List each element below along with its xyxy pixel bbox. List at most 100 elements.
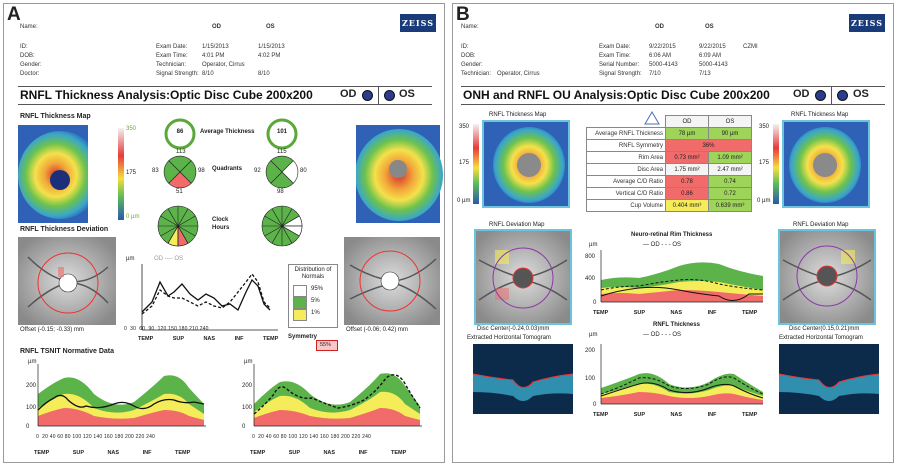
rim-y-0: 0 xyxy=(593,300,597,306)
tsnit-od-y-200: 200 xyxy=(26,383,37,389)
od-eye-icon xyxy=(815,90,826,101)
rim-y-400: 400 xyxy=(585,276,596,282)
rnfl-y-100: 100 xyxy=(585,376,596,382)
os-quadrant-nasal: 92 xyxy=(254,168,261,174)
os-quadrant-superior: 115 xyxy=(277,149,287,155)
od-average-thickness-circle xyxy=(164,118,196,150)
param-label: Vertical C/D Ratio xyxy=(586,187,666,200)
os-thickness-map xyxy=(782,120,870,208)
exam-date-label: Exam Date: xyxy=(599,44,631,50)
param-label: Disc Area xyxy=(586,163,666,176)
os-quadrant-temporal: 80 xyxy=(300,168,307,174)
parameters-table: OD OS Average RNFL Thickness 78 µm 90 µm… xyxy=(586,115,752,212)
report-title: RNFL Thickness Analysis:Optic Disc Cube … xyxy=(20,88,313,102)
rim-legend: — OD - - - OS xyxy=(643,242,681,248)
rim-y-800: 800 xyxy=(585,254,596,260)
distribution-1: 1% xyxy=(311,310,320,316)
od-exam-date: 1/15/2013 xyxy=(202,44,229,50)
os-col-header: OS xyxy=(266,24,275,30)
symmetry-label: Symmetry xyxy=(288,334,318,340)
os-signal: 8/10 xyxy=(258,71,270,77)
zeiss-logo: ZEISS xyxy=(849,14,885,32)
os-deviation-map xyxy=(778,229,876,325)
param-od-value: 0.404 mm³ xyxy=(665,199,709,212)
od-quadrant-nasal: 98 xyxy=(198,168,205,174)
panel-letter: B xyxy=(456,4,470,25)
od-thickness-map xyxy=(18,125,116,223)
exam-date-label: Exam Date: xyxy=(156,44,188,50)
param-label: Cup Volume xyxy=(586,199,666,212)
os-tomogram xyxy=(778,344,880,414)
distribution-5: 5% xyxy=(311,298,320,304)
od-eye-label: OD xyxy=(793,88,810,100)
symmetry-chart xyxy=(141,264,278,331)
rnfl-legend: — OD - - - OS xyxy=(643,332,681,338)
technician-label: Technician: xyxy=(461,71,492,77)
distribution-legend: Distribution of Normals 95% 5% 1% xyxy=(288,264,338,328)
os-signal: 7/13 xyxy=(699,71,711,77)
tsnit-os-y-200: 200 xyxy=(242,383,253,389)
technician-label: Technician: xyxy=(156,62,187,68)
symmetry-legend: OD ---- OS xyxy=(154,256,183,262)
od-offset: Offset (-0.15; -0.33) mm xyxy=(20,327,84,333)
rnfl-sector-labels: TEMP SUP NAS INF TEMP xyxy=(593,412,758,418)
param-od-value: 78 µm xyxy=(665,127,709,140)
os-exam-date: 9/22/2015 xyxy=(699,44,726,50)
param-label: Average C/D Ratio xyxy=(586,175,666,188)
rim-thickness-chart xyxy=(600,250,764,303)
od-disc-center: Disc Center(-0.24,0.03)mm xyxy=(477,326,550,332)
exam-time-label: Exam Time: xyxy=(599,53,631,59)
os-col-header: OS xyxy=(705,24,714,30)
table-row: Rim Area 0.73 mm² 1.09 mm² xyxy=(586,151,752,164)
name-label: Name: xyxy=(20,24,38,30)
panel-a: A ZEISS Name: ID: DOB: Gender: Doctor: O… xyxy=(3,3,445,463)
os-eye-icon xyxy=(384,90,395,101)
deviation-label: RNFL Thickness Deviation xyxy=(20,226,109,233)
gender-label: Gender: xyxy=(20,62,42,68)
rim-sector-labels: TEMP SUP NAS INF TEMP xyxy=(593,310,758,316)
od-scale-max: 350 xyxy=(459,124,470,130)
table-row: Vertical C/D Ratio 0.86 0.72 xyxy=(586,187,752,200)
od-eye-icon xyxy=(362,90,373,101)
table-row: Cup Volume 0.404 mm³ 0.639 mm³ xyxy=(586,199,752,212)
od-quadrant-inferior: 51 xyxy=(176,189,183,195)
symmetry-sector-labels: TEMP SUP NAS INF TEMP xyxy=(138,336,279,342)
color-scale-bar xyxy=(118,128,124,220)
rnfl-thickness-chart xyxy=(600,344,764,405)
os-thickness-map-label: RNFL Thickness Map xyxy=(791,112,849,118)
os-scale-mid: 175 xyxy=(759,160,770,166)
technician-value: Operator, Cirrus xyxy=(497,71,540,77)
param-os-value: 2.47 mm² xyxy=(708,163,752,176)
param-os-value: 90 µm xyxy=(708,127,752,140)
table-row: Average C/D Ratio 0.78 0.74 xyxy=(586,175,752,188)
os-quadrant-inferior: 98 xyxy=(277,189,284,195)
os-exam-time: 6:09 AM xyxy=(699,53,722,59)
param-label: RNFL Symmetry xyxy=(586,139,666,152)
distribution-95: 95% xyxy=(311,286,324,292)
symmetry-unit: µm xyxy=(126,256,135,262)
od-technician: Operator, Cirrus xyxy=(202,62,245,68)
scale-mid: 175 xyxy=(126,170,137,176)
os-eye-icon xyxy=(837,90,848,101)
os-deviation-label: RNFL Deviation Map xyxy=(793,222,849,228)
panel-letter: A xyxy=(7,4,21,25)
id-label: ID: xyxy=(461,44,469,50)
od-exam-time: 6:06 AM xyxy=(649,53,672,59)
od-signal: 8/10 xyxy=(202,71,214,77)
od-signal: 7/10 xyxy=(649,71,661,77)
os-exam-time: 4:02 PM xyxy=(258,53,281,59)
gender-label: Gender: xyxy=(461,62,483,68)
signal-label: Signal Strength: xyxy=(599,71,642,77)
os-offset: Offset (-0.06; 0.42) mm xyxy=(346,327,408,333)
scale-max: 350 xyxy=(126,126,137,132)
table-row: RNFL Symmetry 36% xyxy=(586,139,752,152)
os-exam-date: 1/15/2013 xyxy=(258,44,285,50)
param-os-value: 0.72 xyxy=(708,187,752,200)
tsnit-od-sector-labels: TEMP SUP NAS INF TEMP xyxy=(34,450,191,456)
symmetry-x-ticks: 0 30 60 90 120 150 180 210 240 xyxy=(124,326,209,332)
report-title-bar: RNFL Thickness Analysis:Optic Disc Cube … xyxy=(18,86,432,105)
od-thickness-map xyxy=(482,120,570,208)
table-row: Disc Area 1.75 mm² 2.47 mm² xyxy=(586,163,752,176)
od-tomogram-label: Extracted Horizontal Tomogram xyxy=(467,335,551,341)
params-os-header: OS xyxy=(708,115,752,128)
